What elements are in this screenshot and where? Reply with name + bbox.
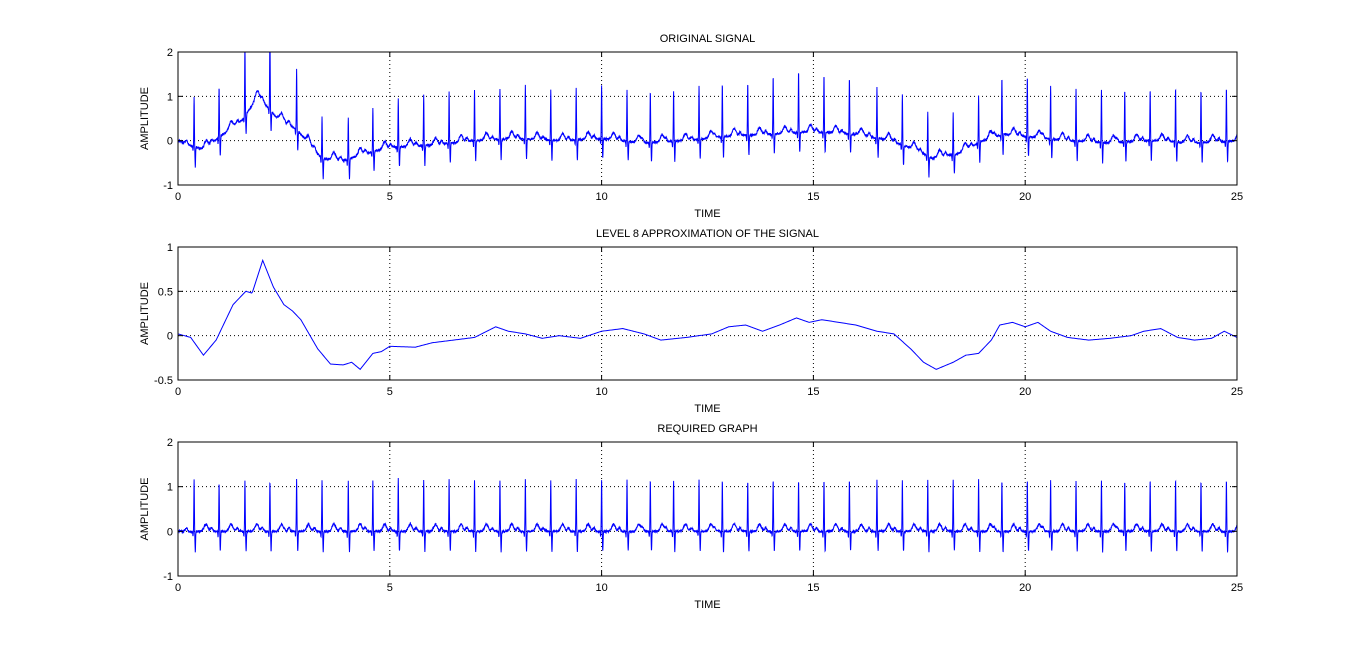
axes-frame — [177, 246, 1238, 381]
x-tick-label: 0 — [175, 386, 181, 398]
plot-area — [178, 52, 1237, 185]
x-tick-label: 10 — [595, 386, 607, 398]
y-tick-label: 0 — [167, 331, 173, 343]
y-tick-label: -1 — [163, 180, 173, 192]
x-tick-label: 25 — [1231, 386, 1243, 398]
y-tick-label: 1 — [167, 91, 173, 103]
x-axis-label: TIME — [694, 208, 720, 220]
axes-frame — [177, 51, 1238, 186]
x-tick-label: 20 — [1019, 191, 1031, 203]
x-tick-label: 20 — [1019, 582, 1031, 594]
y-tick-label: 2 — [167, 47, 173, 59]
chart-title: REQUIRED GRAPH — [657, 423, 757, 435]
y-tick-label: -0.5 — [154, 375, 173, 387]
x-tick-label: 15 — [807, 386, 819, 398]
y-tick-label: 1 — [167, 242, 173, 254]
x-tick-label: 15 — [807, 582, 819, 594]
x-tick-label: 25 — [1231, 191, 1243, 203]
series-line-1 — [178, 477, 1237, 554]
x-tick-label: 10 — [595, 582, 607, 594]
y-tick-label: 0.5 — [158, 286, 173, 298]
y-tick-label: -1 — [163, 571, 173, 583]
x-tick-label: 0 — [175, 582, 181, 594]
x-tick-label: 25 — [1231, 582, 1243, 594]
x-tick-label: 5 — [387, 582, 393, 594]
plot-area — [178, 247, 1237, 380]
series-line-1 — [178, 52, 1237, 180]
x-tick-label: 5 — [387, 386, 393, 398]
x-axis-label: TIME — [694, 403, 720, 415]
x-tick-label: 0 — [175, 191, 181, 203]
x-tick-label: 10 — [595, 191, 607, 203]
y-tick-label: 0 — [167, 526, 173, 538]
x-tick-label: 20 — [1019, 386, 1031, 398]
series-line-1 — [178, 258, 1237, 371]
y-tick-label: 0 — [167, 136, 173, 148]
y-tick-label: 2 — [167, 437, 173, 449]
x-tick-label: 15 — [807, 191, 819, 203]
y-axis-label: AMPLITUDE — [139, 282, 151, 345]
axes-frame — [177, 441, 1238, 577]
chart-title: ORIGINAL SIGNAL — [660, 33, 756, 45]
plot-area — [178, 442, 1237, 576]
x-axis-label: TIME — [694, 599, 720, 611]
x-tick-label: 5 — [387, 191, 393, 203]
chart-title: LEVEL 8 APPROXIMATION OF THE SIGNAL — [596, 228, 819, 240]
y-tick-label: 1 — [167, 482, 173, 494]
y-axis-label: AMPLITUDE — [139, 87, 151, 150]
y-axis-label: AMPLITUDE — [139, 478, 151, 541]
